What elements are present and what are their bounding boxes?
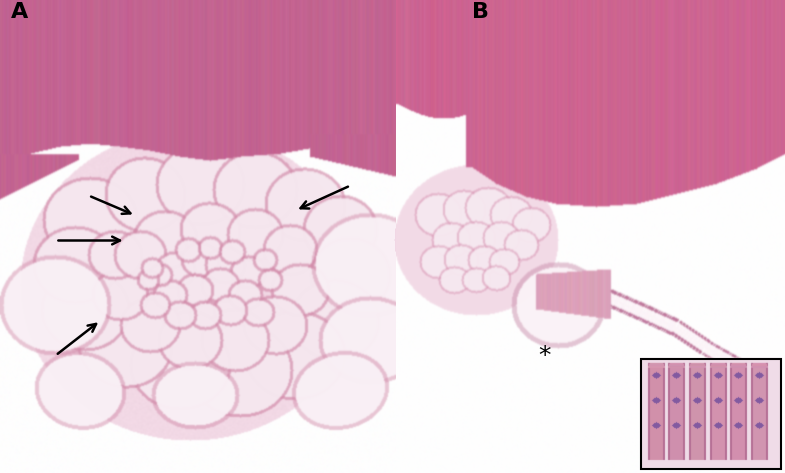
Bar bbox=[641, 359, 780, 468]
Text: B: B bbox=[472, 2, 488, 23]
Text: *: * bbox=[539, 343, 551, 368]
Text: A: A bbox=[10, 2, 27, 23]
